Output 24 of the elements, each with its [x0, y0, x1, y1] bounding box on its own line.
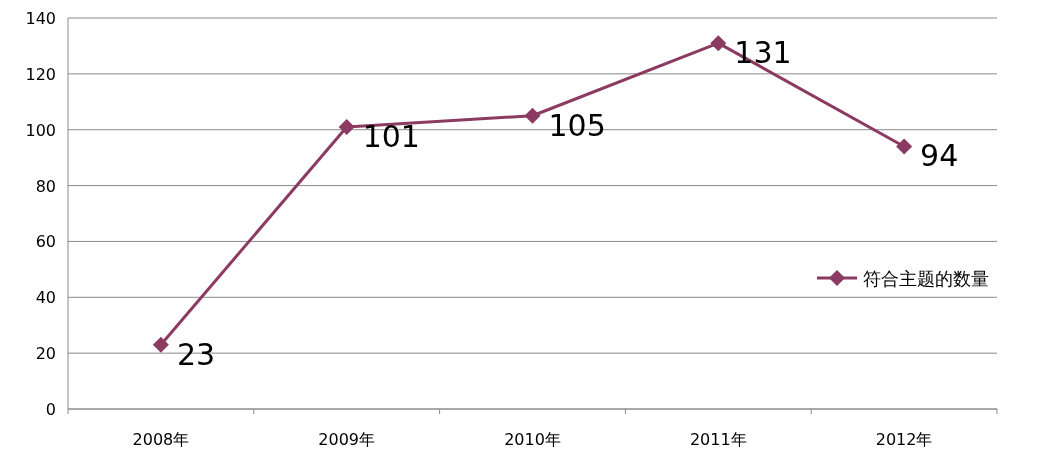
point — [710, 35, 727, 52]
y-tick-label: 80 — [35, 176, 56, 196]
data-label: 131 — [734, 35, 792, 71]
point — [152, 336, 169, 353]
x-tick-label: 2010年 — [504, 430, 561, 449]
x-tick-label: 2012年 — [875, 430, 933, 449]
data-label: 23 — [176, 336, 216, 372]
x-tick-label: 2009年 — [318, 430, 376, 449]
legend-label: 符合主题的数量 — [863, 268, 989, 289]
data-label: 105 — [548, 107, 606, 143]
point — [524, 107, 541, 124]
point — [896, 138, 913, 155]
y-tick-label: 100 — [25, 120, 56, 140]
y-tick-label: 120 — [25, 64, 56, 84]
x-tick-label: 2008年 — [132, 430, 190, 449]
x-tick-label: 2011年 — [689, 430, 747, 449]
y-tick-label: 40 — [35, 288, 56, 308]
point — [338, 118, 355, 135]
y-tick-label: 140 — [25, 9, 56, 28]
y-tick-label: 60 — [35, 232, 56, 252]
data-label: 101 — [362, 118, 420, 154]
y-tick-label: 0 — [45, 400, 56, 419]
y-tick-label: 20 — [35, 344, 56, 364]
data-label: 94 — [920, 138, 959, 174]
